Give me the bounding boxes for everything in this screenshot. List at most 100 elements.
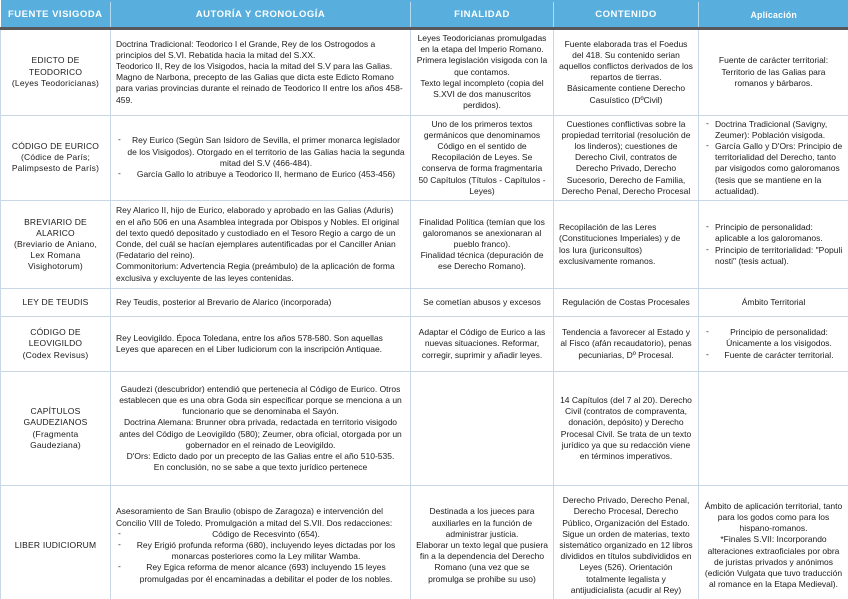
codigo-de-leovigildo-fuente: CÓDIGO DE LEOVIGILDO (Codex Revisus) xyxy=(0,316,111,373)
edicto-de-teodorico-fuente: EDICTO DE TEODORICO (Leyes Teodoricianas) xyxy=(0,28,111,116)
source-name-line: CÓDIGO DE LEOVIGILDO xyxy=(28,327,83,349)
paragraph: Ámbito Territorial xyxy=(741,296,806,307)
table-row-codigo-de-eurico: CÓDIGO DE EURICO (Códice de París; Palimp… xyxy=(0,114,848,202)
paragraph: Doctrina Tradicional: Teodorico I el Gra… xyxy=(116,38,376,60)
paragraph: Destinada a los jueces para auxiliarles … xyxy=(429,506,535,539)
liber-iudiciorum-fuente: LIBER IUDICIORUM xyxy=(0,485,111,599)
paragraph: Recopilación de las Leres (Constitucione… xyxy=(559,222,681,266)
paragraph: Asesoramiento de San Braulio (obispo de … xyxy=(116,506,393,528)
paragraph: Derecho Privado, Derecho Penal, Derecho … xyxy=(559,495,693,595)
bullet-item: García Gallo lo atribuye a Teodorico II,… xyxy=(116,168,405,180)
bullet-item: García Gallo y D'Ors: Principio de terri… xyxy=(704,140,843,197)
paragraph: Rey Leovigildo. Época Toledana, entre lo… xyxy=(116,332,383,355)
source-name-line: (Breviario de Aniano, Lex Romana Visigho… xyxy=(13,238,98,272)
liber-iudiciorum-autoria: Asesoramiento de San Braulio (obispo de … xyxy=(110,485,411,599)
paragraph: En conclusión, no se sabe a que texto ju… xyxy=(153,462,368,473)
ley-de-teudis-aplicacion: Ámbito Territorial xyxy=(698,288,848,318)
codigo-de-eurico-autoria: Rey Eurico (Según San Isidoro de Sevilla… xyxy=(110,114,411,202)
codigo-de-eurico-aplicacion: Doctrina Tradicional (Savigny, Zeumer): … xyxy=(698,114,848,202)
column-header-3: FINALIDAD xyxy=(410,0,554,30)
paragraph: *Finales S.VII: Incorporando alteracione… xyxy=(704,534,843,590)
paragraph: Rey Alarico II, hijo de Eurico, elaborad… xyxy=(116,205,400,261)
source-name-line: BREVIARIO DE ALARICO xyxy=(24,216,87,238)
table-header: FUENTE VISIGODA AUTORÍA Y CRONOLOGÍA FINAL… xyxy=(0,0,848,30)
paragraph: Se cometían abusos y excesos xyxy=(423,296,541,307)
codigo-de-eurico-finalidad: Uno de los primeros textos germánicos qu… xyxy=(410,114,554,202)
edicto-de-teodorico-autoria: Doctrina Tradicional: Teodorico I el Gra… xyxy=(110,28,411,116)
column-header-4: CONTENIDO xyxy=(553,0,699,30)
bullet-item: Doctrina Tradicional (Savigny, Zeumer): … xyxy=(704,118,843,141)
bullet-item: Código de Recesvinto (654). xyxy=(116,528,405,540)
codigo-de-leovigildo-finalidad: Adaptar el Código de Eurico a las nuevas… xyxy=(410,316,554,373)
paragraph: Commonitorium: Advertencia Regia (preámb… xyxy=(116,261,395,283)
paragraph: Regulación de Costas Procesales xyxy=(562,296,690,307)
table-row-liber-iudiciorum: LIBER IUDICIORUM Asesoramiento de San Bra… xyxy=(0,485,848,599)
bullet-item: Principio de personalidad: aplicable a l… xyxy=(704,221,843,244)
edicto-de-teodorico-contenido: Fuente elaborada tras el Foedus del 418.… xyxy=(553,28,699,116)
paragraph: Teodorico II, Rey de los Visigodos, haci… xyxy=(116,61,393,72)
header-row: FUENTE VISIGODA AUTORÍA Y CRONOLOGÍA FINAL… xyxy=(0,0,848,30)
breviario-de-alarico-contenido: Recopilación de las Leres (Constitucione… xyxy=(553,200,699,290)
source-name-line: LEY DE TEUDIS xyxy=(22,296,89,307)
table-row-capitulos-gaudezianos: CAPÍTULOS GAUDEZIANOS (Fragmenta Gaudezia… xyxy=(0,371,848,487)
source-name-line: (Fragmenta Gaudeziana) xyxy=(30,428,81,450)
breviario-de-alarico-fuente: BREVIARIO DE ALARICO (Breviario de Aniano… xyxy=(0,200,111,290)
paragraph: 14 Capítulos (del 7 al 20). Derecho Civi… xyxy=(560,394,692,461)
paragraph: Texto legal incompleto (copia del S.XVI … xyxy=(420,77,544,111)
bullet-item: Rey Eurico (Según San Isidoro de Sevilla… xyxy=(116,134,405,169)
paragraph: Doctrina Alemana: Brunner obra privada, … xyxy=(119,417,402,450)
codigo-de-leovigildo-autoria: Rey Leovigildo. Época Toledana, entre lo… xyxy=(110,316,411,373)
table-row-codigo-de-leovigildo: CÓDIGO DE LEOVIGILDO (Codex Revisus) Rey L… xyxy=(0,316,848,373)
table-row-edicto-de-teodorico: EDICTO DE TEODORICO (Leyes Teodoricianas)… xyxy=(0,28,848,116)
paragraph: Finalidad técnica (depuración de ese Der… xyxy=(420,250,544,272)
source-name-line: CAPÍTULOS GAUDEZIANOS xyxy=(23,406,88,428)
bullet-item: Principio de personalidad: Únicamente a … xyxy=(704,326,843,349)
capitulos-gaudezianos-autoria: Gaudezi (descubridor) entendió que perte… xyxy=(110,371,411,487)
breviario-de-alarico-finalidad: Finalidad Política (temían que los galor… xyxy=(410,200,554,290)
ley-de-teudis-finalidad: Se cometían abusos y excesos xyxy=(410,288,554,318)
codigo-de-eurico-contenido: Cuestiones conflictivas sobre la propied… xyxy=(553,114,699,202)
source-name-line: (Codex Revisus) xyxy=(22,349,89,360)
capitulos-gaudezianos-fuente: CAPÍTULOS GAUDEZIANOS (Fragmenta Gaudezia… xyxy=(0,371,111,487)
breviario-de-alarico-aplicacion: Principio de personalidad: aplicable a l… xyxy=(698,200,848,290)
capitulos-gaudezianos-aplicacion xyxy=(698,371,848,487)
paragraph: Uno de los primeros textos germánicos qu… xyxy=(418,118,546,196)
source-name-line: (Leyes Teodoricianas) xyxy=(11,77,100,88)
breviario-de-alarico-autoria: Rey Alarico II, hijo de Eurico, elaborad… xyxy=(110,200,411,290)
ley-de-teudis-autoria: Rey Teudis, posterior al Brevario de Ala… xyxy=(110,288,411,318)
table-row-breviario-de-alarico: BREVIARIO DE ALARICO (Breviario de Aniano… xyxy=(0,200,848,290)
bullet-item: Rey Erigió profunda reforma (680), inclu… xyxy=(116,539,405,562)
codigo-de-leovigildo-aplicacion: Principio de personalidad: Únicamente a … xyxy=(698,316,848,373)
paragraph: Tendencia a favorecer al Estado y al Fis… xyxy=(560,327,692,360)
paragraph: Fuente elaborada tras el Foedus del 418.… xyxy=(559,38,693,83)
column-header-1: FUENTE VISIGODA xyxy=(0,0,111,30)
paragraph: Primera legislación visigoda con la que … xyxy=(416,55,548,77)
capitulos-gaudezianos-finalidad xyxy=(410,371,554,487)
paragraph: Elaborar un texto legal que pusiera fin … xyxy=(416,539,548,584)
bullet-item: Principio de territorialidad: "Populi no… xyxy=(704,244,843,267)
bullet-item: Rey Egica reforma de menor alcance (693)… xyxy=(116,561,405,584)
paragraph: Adaptar el Código de Eurico a las nuevas… xyxy=(418,327,546,360)
paragraph: Fuente de carácter territorial: Territor… xyxy=(718,55,829,88)
edicto-de-teodorico-finalidad: Leyes Teodoricianas promulgadas en la et… xyxy=(410,28,554,116)
source-name-line: EDICTO DE TEODORICO xyxy=(28,55,83,77)
paragraph: Gaudezi (descubridor) entendió que perte… xyxy=(119,383,402,417)
table-body: EDICTO DE TEODORICO (Leyes Teodoricianas)… xyxy=(0,28,848,599)
paragraph: Rey Teudis, posterior al Brevario de Ala… xyxy=(116,296,332,307)
bullet-item: Fuente de carácter territorial. xyxy=(704,349,843,361)
liber-iudiciorum-aplicacion: Ámbito de aplicación territorial, tanto … xyxy=(698,485,848,599)
paragraph: Finalidad Política (temían que los galor… xyxy=(419,216,545,249)
codigo-de-eurico-fuente: CÓDIGO DE EURICO (Códice de París; Palimp… xyxy=(0,114,111,202)
ley-de-teudis-contenido: Regulación de Costas Procesales xyxy=(553,288,699,318)
edicto-de-teodorico-aplicacion: Fuente de carácter territorial: Territor… xyxy=(698,28,848,116)
paragraph: D'Ors: Edicto dado por un precepto de la… xyxy=(126,451,395,461)
paragraph: Ámbito de aplicación territorial, tanto … xyxy=(704,500,843,534)
liber-iudiciorum-finalidad: Destinada a los jueces para auxiliarles … xyxy=(410,485,554,599)
capitulos-gaudezianos-contenido: 14 Capítulos (del 7 al 20). Derecho Civi… xyxy=(553,371,699,487)
source-name-line: CÓDIGO DE EURICO xyxy=(11,140,100,151)
liber-iudiciorum-contenido: Derecho Privado, Derecho Penal, Derecho … xyxy=(553,485,699,599)
ley-de-teudis-fuente: LEY DE TEUDIS xyxy=(0,288,111,318)
paragraph: Magno de Narbona, precepto de las Galias… xyxy=(116,72,403,105)
